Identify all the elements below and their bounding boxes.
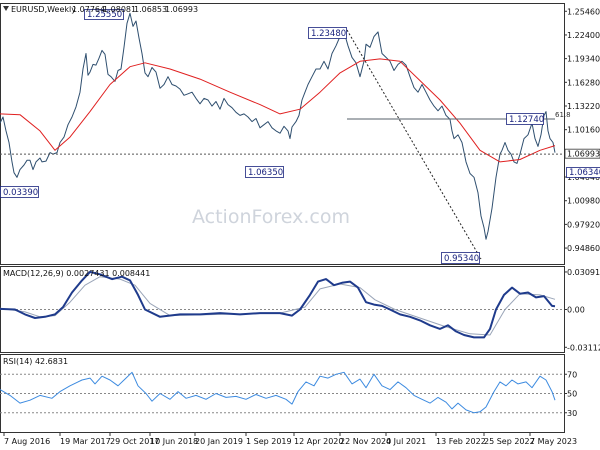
price-label-text: 0.95340 — [444, 254, 479, 264]
price-series-ma — [0, 58, 556, 163]
x-tick-label: 7 Aug 2016 — [4, 437, 50, 446]
price-y-tick-label: 1.19340 — [567, 55, 600, 64]
x-tick-label: 25 Sep 2022 — [484, 437, 535, 446]
price-label-box — [84, 9, 124, 20]
macd-series-layer — [0, 270, 556, 339]
price-y-tick-label: 1.10160 — [567, 126, 600, 135]
macd-y-tick-label: 0.00 — [567, 306, 585, 315]
x-tick-label: 12 Apr 2020 — [294, 437, 343, 446]
price-label-boxes: 1.06993 1.25550 1.23480 1.12740 1.06350 1.063… — [0, 9, 600, 264]
x-tick-label: 19 Mar 2017 — [60, 437, 111, 446]
rsi-series-rsi — [0, 371, 556, 414]
ohlc-low: 1.06853 — [134, 5, 167, 14]
price-label-box — [566, 167, 600, 178]
x-tick-label: 1 Sep 2019 — [246, 437, 292, 446]
rsi-series-layer — [0, 371, 556, 414]
watermark: ActionForex.com — [192, 206, 350, 228]
x-tick-label: 20 Jan 2019 — [195, 437, 243, 446]
x-tick-label: 10 Jun 2018 — [150, 437, 198, 446]
price-label-box — [308, 27, 347, 39]
ohlc-open: 1.07764 — [72, 5, 105, 14]
price-label-box — [441, 252, 480, 264]
price-panel: 0.948600.979201.009801.040401.071001.101… — [0, 3, 600, 265]
header-arrow-icon — [3, 6, 9, 11]
price-panel-frame — [0, 3, 565, 265]
macd-y-axis: 0.030916 0.00 -0.031124 — [564, 268, 600, 352]
x-tick-label: 13 Feb 2022 — [436, 437, 486, 446]
x-tick-label: 22 Nov 2020 — [340, 437, 391, 446]
price-y-tick-label: 0.94860 — [567, 244, 600, 253]
price-y-tick-label: 1.16280 — [567, 78, 600, 87]
ohlc-close: 1.06993 — [165, 5, 198, 14]
x-tick-label: 29 Oct 2017 — [110, 437, 159, 446]
chart-title: EURUSD,Weekly — [11, 5, 76, 14]
x-tick-label: 4 Jul 2021 — [386, 437, 426, 446]
macd-series-signal — [0, 276, 556, 336]
price-label-box — [0, 186, 39, 198]
price-y-tick-label: 1.22400 — [567, 31, 600, 40]
price-y-tick-label: 1.13220 — [567, 102, 600, 111]
price-label-text: 1.12740 — [509, 115, 544, 125]
price-label-text: 0.03390 — [3, 188, 38, 198]
current-price-label: 1.06993 — [567, 150, 600, 159]
price-label-box — [506, 113, 544, 125]
price-label-text: 1.06350 — [248, 168, 283, 178]
rsi-y-tick-label: 30 — [567, 409, 577, 418]
price-series-layer — [0, 12, 556, 240]
price-y-tick-label: 0.97920 — [567, 220, 600, 229]
price-label-box — [245, 166, 284, 178]
price-label-text: 1.23480 — [311, 29, 346, 39]
macd-series-macd — [0, 270, 556, 339]
price-label-text: 1.25550 — [87, 10, 122, 20]
macd-y-tick-label: 0.030916 — [567, 268, 600, 277]
ohlc-high: 1.08081 — [103, 5, 136, 14]
fib-retracement-line — [346, 29, 482, 260]
rsi-y-tick-label: 70 — [567, 370, 577, 379]
rsi-title: RSI(14) 42.6831 — [3, 357, 68, 366]
chart-header: EURUSD,Weekly 1.07764 1.08081 1.06853 1.… — [3, 5, 198, 14]
price-series-price — [0, 12, 556, 240]
x-tick-label: 7 May 2023 — [530, 437, 577, 446]
price-y-tick-label: 1.25460 — [567, 7, 600, 16]
macd-y-tick-label: -0.031124 — [567, 343, 600, 352]
rsi-panel: 70 50 30 RSI(14) 42.6831 — [0, 354, 577, 433]
fib-level-label: 61.8 — [555, 111, 571, 119]
current-price-box — [564, 148, 600, 159]
macd-title: MACD(12,26,9) 0.0027431 0.008441 — [3, 269, 150, 278]
price-y-tick-label: 1.00980 — [567, 197, 600, 206]
rsi-y-axis: 70 50 30 — [564, 370, 577, 418]
rsi-y-tick-label: 50 — [567, 390, 577, 399]
macd-panel: 0.030916 0.00 -0.031124 MACD(12,26,9) 0.00… — [0, 266, 600, 353]
